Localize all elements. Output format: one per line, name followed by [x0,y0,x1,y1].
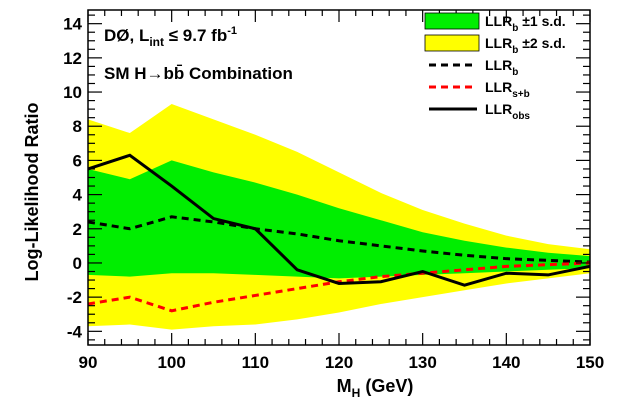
legend-swatch [424,12,480,30]
y-axis-title: Log-Likelihood Ratio [22,103,42,282]
series-llr-b [88,215,590,264]
x-axis-title: MH (GeV) [337,376,414,400]
legend-swatch [424,34,480,52]
y-tick-label: 0 [73,254,82,273]
legend-entry: LLRb [429,57,518,78]
y-tick-label: 10 [63,83,82,102]
y-tick-label: 6 [73,151,82,170]
legend-entry: LLRs+b [429,79,530,100]
series-llr-obs [88,153,590,287]
y-tick-label: -2 [67,288,82,307]
y-tick-label: -4 [67,322,83,341]
x-tick-label: 140 [492,353,520,372]
x-tick-label: 90 [79,353,98,372]
combination-annotation: SM H→bb̄ Combination [104,64,293,83]
legend-entry: LLRb ±2 s.d. [424,34,566,56]
x-tick-label: 150 [576,353,604,372]
one-sigma-band [88,160,590,279]
sigma-bands [88,104,590,330]
llr-series [88,153,590,313]
y-tick-label: 4 [73,186,83,205]
legend-label: LLRb ±1 s.d. [485,13,566,34]
legend-label: LLRb ±2 s.d. [485,35,566,56]
x-tick-label: 100 [157,353,185,372]
legend-label: LLRs+b [485,79,530,100]
x-tick-label: 110 [242,353,269,372]
y-tick-label: 14 [63,15,82,34]
y-tick-label: 8 [73,117,82,136]
tick-labels: 90 100 110 120 130 140 150 -4 -2 0 2 4 6 8 10 12 14 [63,15,604,372]
x-tick-label: 120 [325,353,353,372]
legend-label: LLRb [485,57,518,78]
experiment-annotation: DØ, Lint ≤ 9.7 fb-1 [104,25,237,49]
x-tick-label: 130 [408,353,436,372]
y-tick-label: 12 [63,49,82,68]
legend-label: LLRobs [485,101,530,122]
legend-entry: LLRobs [429,101,530,122]
tick-marks [87,10,591,345]
y-tick-label: 2 [73,220,82,239]
legend-entry: LLRb ±1 s.d. [424,12,566,34]
series-llr-s+b [88,261,590,313]
